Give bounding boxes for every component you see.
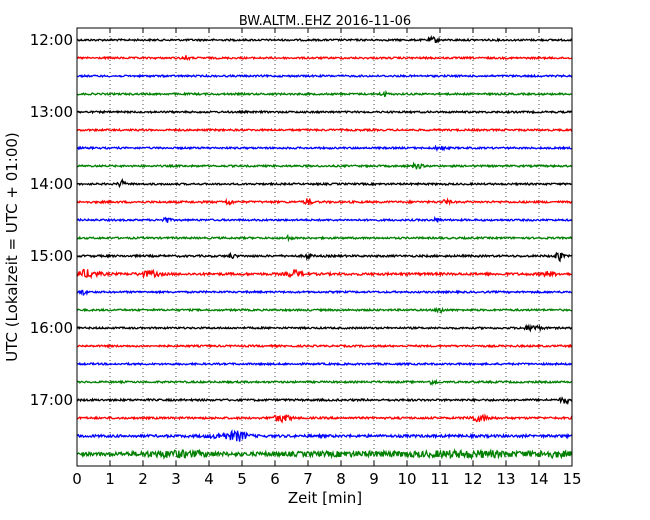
x-tick-label: 5 <box>237 470 247 488</box>
trace-1330 <box>76 144 573 153</box>
trace-1615 <box>76 343 573 349</box>
y-tick-label: 17:00 <box>30 391 73 409</box>
x-tick-label: 7 <box>303 470 313 488</box>
x-tick-label: 0 <box>72 470 82 488</box>
trace-1345 <box>76 161 573 170</box>
trace-1315 <box>76 127 573 133</box>
trace-1700 <box>76 396 573 406</box>
x-axis-label: Zeit [min] <box>288 489 362 507</box>
trace-1500 <box>76 251 573 263</box>
trace-1245 <box>76 89 573 97</box>
y-tick-label: 12:00 <box>30 31 73 49</box>
trace-1430 <box>76 215 573 223</box>
x-tick-label: 1 <box>105 470 115 488</box>
axis-ticks: 0 1 2 3 4 5 6 7 8 9 10 11 12 13 14 1512:0013:0014:0015:… <box>30 28 582 488</box>
x-tick-label: 8 <box>336 470 346 488</box>
trace-1230 <box>76 73 573 79</box>
traces <box>76 34 573 461</box>
chart-title: BW.ALTM..EHZ 2016-11-06 <box>239 14 411 29</box>
x-tick-label: 4 <box>204 470 214 488</box>
trace-1745 <box>76 447 573 461</box>
trace-1630 <box>76 361 573 367</box>
x-tick-label: 10 <box>397 470 416 488</box>
x-tick-label: 9 <box>369 470 379 488</box>
x-tick-label: 6 <box>270 470 280 488</box>
x-tick-label: 13 <box>496 470 515 488</box>
x-tick-label: 11 <box>430 470 449 488</box>
trace-1415 <box>76 197 573 207</box>
x-tick-label: 2 <box>138 470 148 488</box>
trace-1530 <box>76 289 573 297</box>
y-tick-label: 14:00 <box>30 175 73 193</box>
trace-1715 <box>76 413 573 424</box>
y-tick-label: 15:00 <box>30 247 73 265</box>
trace-1215 <box>76 55 573 62</box>
trace-1445 <box>76 233 573 243</box>
trace-1545 <box>76 306 573 315</box>
x-tick-label: 3 <box>171 470 181 488</box>
y-tick-label: 16:00 <box>30 319 73 337</box>
y-axis-label: UTC (Lokalzeit = UTC + 01:00) <box>3 132 21 362</box>
trace-1515 <box>76 268 573 280</box>
trace-1730 <box>76 429 573 442</box>
trace-1300 <box>76 109 573 115</box>
trace-1400 <box>76 177 573 189</box>
trace-1645 <box>76 378 573 387</box>
x-tick-label: 15 <box>562 470 581 488</box>
trace-1600 <box>76 323 573 333</box>
x-tick-label: 12 <box>463 470 482 488</box>
plot-frame <box>76 27 573 467</box>
x-tick-label: 14 <box>529 470 548 488</box>
y-tick-label: 13:00 <box>30 103 73 121</box>
trace-1200 <box>76 34 573 44</box>
